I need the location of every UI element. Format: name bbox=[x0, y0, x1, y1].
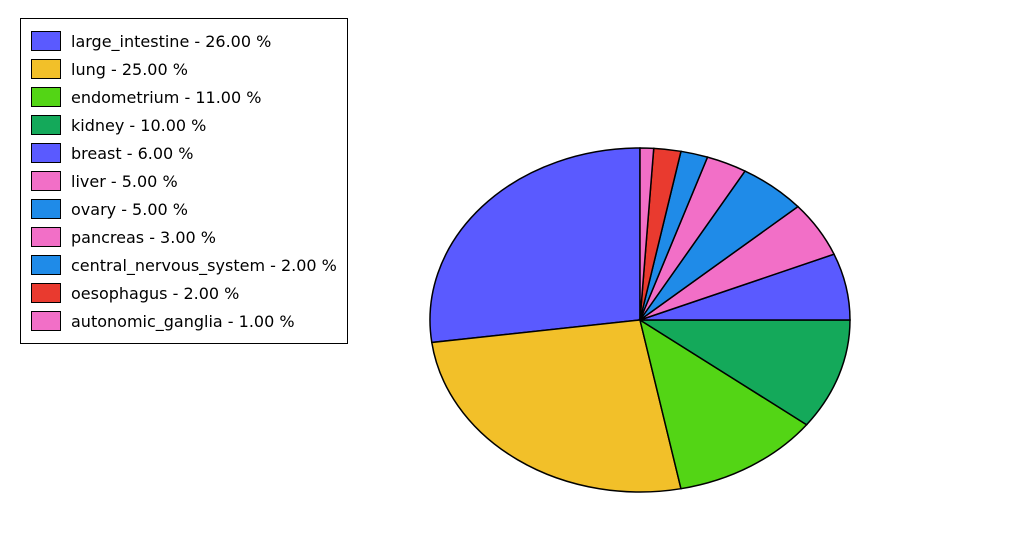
legend-item-label: ovary - 5.00 % bbox=[71, 200, 188, 219]
legend-item-label: autonomic_ganglia - 1.00 % bbox=[71, 312, 295, 331]
legend-item: central_nervous_system - 2.00 % bbox=[31, 251, 337, 279]
legend-item-label: pancreas - 3.00 % bbox=[71, 228, 216, 247]
legend-swatch-icon bbox=[31, 255, 61, 275]
pie-slice bbox=[430, 148, 640, 342]
legend-box: large_intestine - 26.00 % lung - 25.00 %… bbox=[20, 18, 348, 344]
legend-swatch-icon bbox=[31, 87, 61, 107]
pie-svg bbox=[420, 140, 860, 500]
legend-swatch-icon bbox=[31, 115, 61, 135]
legend-item: kidney - 10.00 % bbox=[31, 111, 337, 139]
legend-item: oesophagus - 2.00 % bbox=[31, 279, 337, 307]
legend-item: autonomic_ganglia - 1.00 % bbox=[31, 307, 337, 335]
legend-item: liver - 5.00 % bbox=[31, 167, 337, 195]
legend-swatch-icon bbox=[31, 31, 61, 51]
legend-swatch-icon bbox=[31, 143, 61, 163]
legend-item-label: central_nervous_system - 2.00 % bbox=[71, 256, 337, 275]
legend-item-label: endometrium - 11.00 % bbox=[71, 88, 261, 107]
legend-swatch-icon bbox=[31, 283, 61, 303]
legend-item-label: lung - 25.00 % bbox=[71, 60, 188, 79]
pie-chart bbox=[420, 140, 860, 500]
legend-swatch-icon bbox=[31, 199, 61, 219]
legend-item: large_intestine - 26.00 % bbox=[31, 27, 337, 55]
legend-item-label: kidney - 10.00 % bbox=[71, 116, 206, 135]
legend-item-label: breast - 6.00 % bbox=[71, 144, 194, 163]
legend-item-label: liver - 5.00 % bbox=[71, 172, 178, 191]
legend-item-label: oesophagus - 2.00 % bbox=[71, 284, 239, 303]
legend-item: ovary - 5.00 % bbox=[31, 195, 337, 223]
pie-slice bbox=[432, 320, 681, 492]
legend-item: endometrium - 11.00 % bbox=[31, 83, 337, 111]
legend-item: breast - 6.00 % bbox=[31, 139, 337, 167]
legend-swatch-icon bbox=[31, 311, 61, 331]
legend-swatch-icon bbox=[31, 227, 61, 247]
legend-item: lung - 25.00 % bbox=[31, 55, 337, 83]
legend-item-label: large_intestine - 26.00 % bbox=[71, 32, 271, 51]
legend-swatch-icon bbox=[31, 59, 61, 79]
legend-item: pancreas - 3.00 % bbox=[31, 223, 337, 251]
legend-swatch-icon bbox=[31, 171, 61, 191]
